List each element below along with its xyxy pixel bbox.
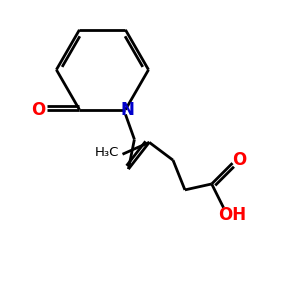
Text: N: N: [120, 100, 134, 118]
Text: H₃C: H₃C: [95, 146, 119, 159]
Text: O: O: [31, 100, 46, 118]
Text: O: O: [232, 151, 246, 169]
Text: OH: OH: [218, 206, 247, 224]
